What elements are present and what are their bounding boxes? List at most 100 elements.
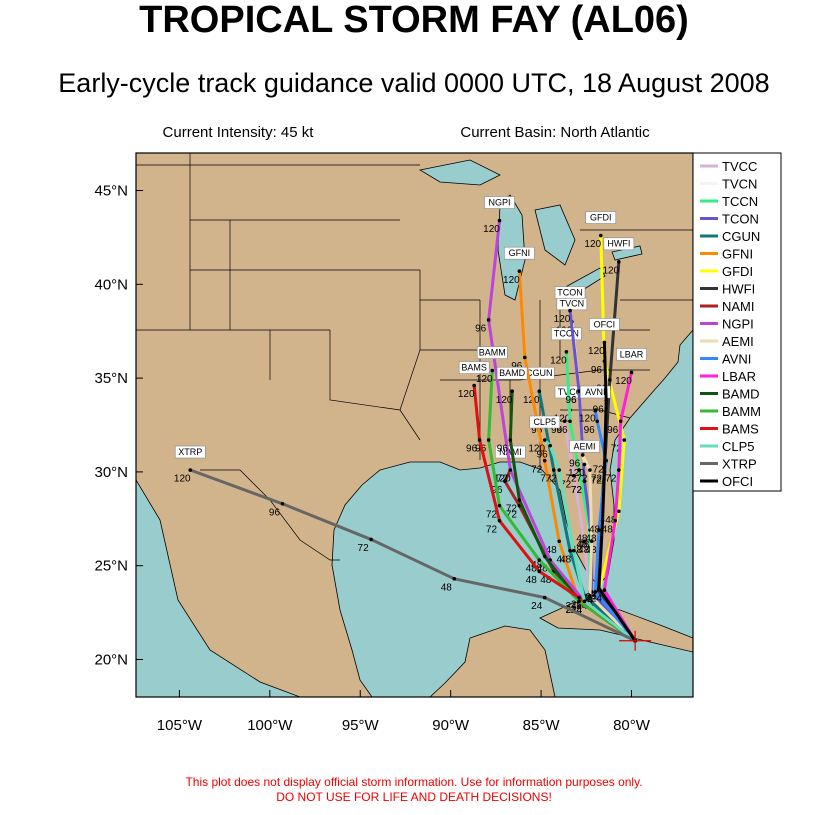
hour-label: 96 <box>593 404 605 415</box>
hour-label: 72 <box>358 543 370 554</box>
legend-label: AEMI <box>722 334 754 349</box>
track-tag-box <box>580 385 611 399</box>
track-point <box>608 378 612 382</box>
hour-label: 48 <box>585 534 597 545</box>
hour-label: 72 <box>506 509 518 520</box>
track-point <box>622 438 627 442</box>
y-tick-label: 30°N <box>94 464 128 481</box>
hour-label: 120 <box>584 239 601 250</box>
hour-label: 48 <box>576 539 588 550</box>
track-point <box>564 350 569 354</box>
track-line <box>602 372 637 642</box>
track-point <box>595 419 599 424</box>
hour-label: 24 <box>576 601 588 612</box>
hour-label: 72 <box>540 474 552 485</box>
legend-label: BAMM <box>722 404 761 419</box>
track-tag-box <box>529 415 561 429</box>
hour-label: 96 <box>584 425 596 436</box>
hour-label: 120 <box>476 374 493 385</box>
hour-label: 48 <box>441 582 453 593</box>
hour-label: 120 <box>550 355 567 366</box>
hour-label: 48 <box>560 554 572 565</box>
legend-label: TVCC <box>722 159 757 174</box>
legend-label: CGUN <box>722 229 760 244</box>
hour-label: 72 <box>531 464 543 475</box>
x-tick-label: 100°W <box>247 717 293 734</box>
track-point <box>582 599 587 604</box>
x-tick-label: 80°W <box>613 717 651 734</box>
subtitle: Early-cycle track guidance valid 0000 UT… <box>58 68 769 98</box>
hour-label: 24 <box>566 601 578 612</box>
lake-huron <box>534 204 576 266</box>
legend-label: TCON <box>722 212 759 227</box>
track-point <box>537 389 542 394</box>
track-line <box>189 468 636 643</box>
hour-label: 96 <box>475 324 487 335</box>
tracks: 24487296120TVCC24487296120TVCN2448729612… <box>174 196 652 651</box>
hour-label: 48 <box>578 539 590 550</box>
track-point <box>568 419 572 424</box>
pacific <box>136 479 301 697</box>
track-point <box>589 539 594 544</box>
hour-label: 48 <box>540 575 552 586</box>
track-point <box>618 419 623 424</box>
legend-label: BAMS <box>722 422 759 437</box>
track-point <box>613 518 618 523</box>
track-point <box>602 340 607 345</box>
track-point <box>629 370 634 375</box>
hour-label: 72 <box>576 474 588 485</box>
track-point <box>588 593 592 598</box>
hour-label: 72 <box>605 474 617 485</box>
track-tag-box <box>174 445 206 459</box>
track-point <box>593 590 598 594</box>
track-tag: BAMD <box>499 368 526 378</box>
track-point <box>557 539 561 544</box>
track-tag-box <box>484 196 515 209</box>
x-tick-label: 90°W <box>432 717 470 734</box>
hour-label: 48 <box>602 524 614 535</box>
track-tag: OFCI <box>594 319 616 329</box>
track-point <box>508 438 513 442</box>
y-tick-label: 40°N <box>94 276 128 293</box>
track-point <box>503 479 507 484</box>
track-tag-box <box>603 237 635 251</box>
track-point <box>542 595 547 600</box>
hour-label: 72 <box>497 474 509 485</box>
track-point <box>542 438 547 442</box>
track-point <box>600 518 605 523</box>
hour-label: 24 <box>531 601 543 612</box>
track-point <box>486 438 491 442</box>
hour-label: 96 <box>556 425 568 436</box>
track-tag-box <box>569 440 600 453</box>
hour-label: 24 <box>584 594 596 605</box>
hour-label: 120 <box>528 444 545 455</box>
hour-label: 24 <box>585 592 597 603</box>
track-tag-box <box>554 286 586 299</box>
track-point <box>280 501 285 506</box>
track-tag: HWFI <box>607 239 630 249</box>
track-tag: CGUN <box>526 368 553 378</box>
track-point <box>369 537 373 542</box>
legend-label: NGPI <box>722 317 754 332</box>
hour-label: 48 <box>571 545 583 556</box>
hour-label: 96 <box>497 444 509 455</box>
track-point <box>568 308 572 313</box>
hour-label: 72 <box>546 474 558 485</box>
track-point <box>497 218 502 223</box>
x-tick-label: 95°W <box>342 717 380 734</box>
track-point <box>537 569 542 574</box>
track-point <box>577 468 581 472</box>
hour-label: 120 <box>568 468 585 479</box>
track-tag-box <box>496 366 528 380</box>
hour-label: 72 <box>560 479 572 490</box>
track-point <box>597 586 601 590</box>
track-point <box>582 539 587 544</box>
hour-label: 96 <box>531 425 543 436</box>
title: TROPICAL STORM FAY (AL06) <box>139 0 689 41</box>
hour-label: 120 <box>588 346 605 357</box>
track-point <box>577 599 581 604</box>
track-tag: CLP5 <box>533 417 556 427</box>
legend-label: OFCI <box>722 474 753 489</box>
track-point <box>486 318 491 322</box>
track-point <box>508 468 513 472</box>
